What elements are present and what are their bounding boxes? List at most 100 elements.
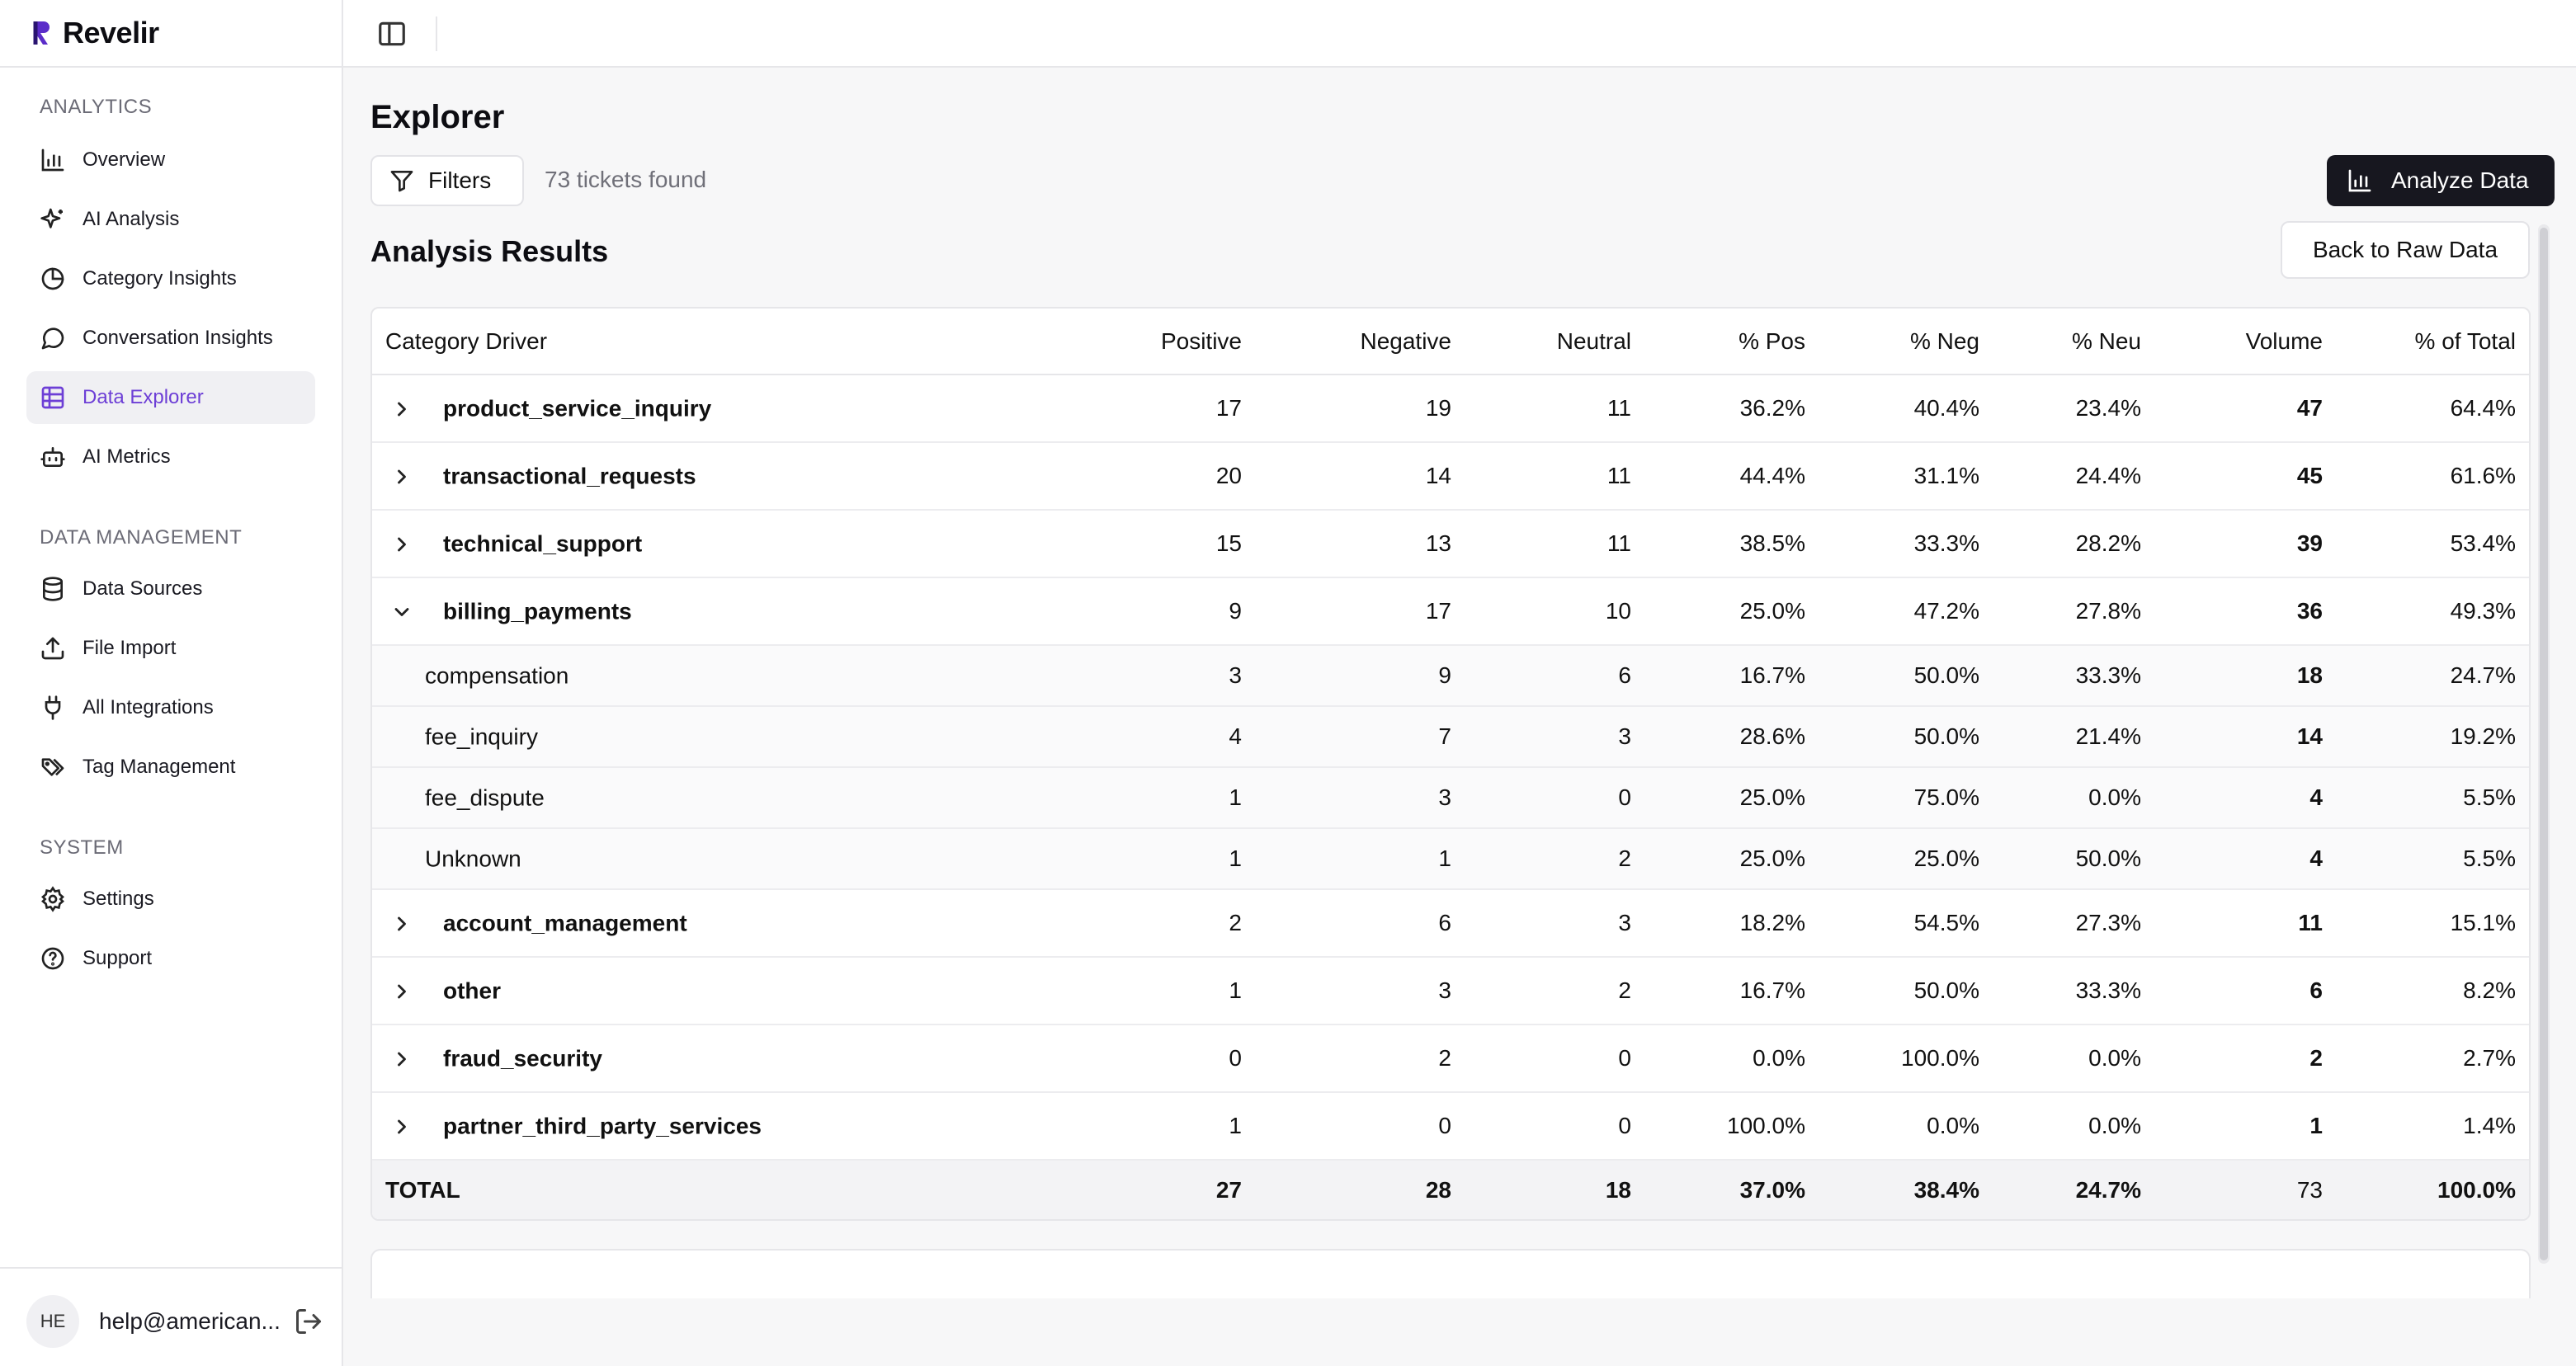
table-row[interactable]: billing_payments 9 17 10 25.0% 47.2% 27.8% 36 49… bbox=[372, 577, 2529, 646]
chevron-right-icon[interactable] bbox=[390, 1048, 413, 1071]
row-label: technical_support bbox=[443, 530, 643, 557]
table-cell: 25.0% bbox=[1644, 828, 1819, 890]
chevron-right-icon[interactable] bbox=[390, 980, 413, 1003]
table-cell: 11 bbox=[1465, 510, 1644, 578]
sidebar-item-data-sources[interactable]: Data Sources bbox=[26, 563, 315, 615]
sidebar-item-data-explorer[interactable]: Data Explorer bbox=[26, 371, 315, 424]
secondary-panel bbox=[370, 1249, 2531, 1298]
sidebar-item-label: Data Sources bbox=[83, 577, 203, 600]
sidebar-item-ai-analysis[interactable]: AI Analysis bbox=[26, 193, 315, 246]
filters-label: Filters bbox=[428, 167, 492, 193]
table-cell: 0.0% bbox=[1993, 767, 2154, 829]
results-table: Category Driver Positive Negative Neutra… bbox=[370, 307, 2531, 1221]
col-category-driver[interactable]: Category Driver bbox=[372, 309, 1082, 375]
chat-bubble-icon bbox=[41, 327, 64, 350]
user-email: help@american... bbox=[99, 1308, 281, 1334]
back-to-raw-data-button[interactable]: Back to Raw Data bbox=[2281, 221, 2530, 279]
col-negative[interactable]: Negative bbox=[1255, 309, 1465, 375]
table-cell: 18.2% bbox=[1644, 889, 1819, 958]
table-row[interactable]: technical_support 15 13 11 38.5% 33.3% 28.2% 39… bbox=[372, 510, 2529, 578]
sidebar-item-tag-management[interactable]: Tag Management bbox=[26, 741, 315, 794]
sidebar-item-conversation-insights[interactable]: Conversation Insights bbox=[26, 312, 315, 365]
total-label: TOTAL bbox=[372, 1160, 1082, 1219]
table-row[interactable]: product_service_inquiry 17 19 11 36.2% 40.4% 2… bbox=[372, 374, 2529, 443]
col-pct-neu[interactable]: % Neu bbox=[1993, 309, 2154, 375]
chevron-right-icon[interactable] bbox=[390, 533, 413, 556]
table-cell: 0 bbox=[1465, 1092, 1644, 1161]
col-pct-neg[interactable]: % Neg bbox=[1819, 309, 1993, 375]
table-cell: 21.4% bbox=[1993, 706, 2154, 768]
bar-chart-icon bbox=[2348, 169, 2371, 192]
scrollbar-thumb[interactable] bbox=[2540, 228, 2548, 1260]
table-cell: 25.0% bbox=[1644, 767, 1819, 829]
table-cell: 39 bbox=[2154, 510, 2336, 578]
col-volume[interactable]: Volume bbox=[2154, 309, 2336, 375]
sidebar-item-all-integrations[interactable]: All Integrations bbox=[26, 681, 315, 734]
row-label-cell: billing_payments bbox=[372, 577, 1082, 646]
bar-chart-icon bbox=[41, 148, 64, 172]
sidebar-item-label: Settings bbox=[83, 888, 154, 910]
table-cell: 50.0% bbox=[1819, 645, 1993, 707]
sidebar-item-label: Overview bbox=[83, 148, 166, 171]
sidebar-item-category-insights[interactable]: Category Insights bbox=[26, 252, 315, 305]
chevron-right-icon[interactable] bbox=[390, 398, 413, 421]
row-label: product_service_inquiry bbox=[443, 395, 712, 422]
col-pct-total[interactable]: % of Total bbox=[2336, 309, 2529, 375]
col-neutral[interactable]: Neutral bbox=[1465, 309, 1644, 375]
filter-icon bbox=[390, 171, 413, 192]
table-cell: 0.0% bbox=[1993, 1024, 2154, 1093]
table-cell: 1.4% bbox=[2336, 1092, 2529, 1161]
col-positive[interactable]: Positive bbox=[1082, 309, 1255, 375]
chevron-right-icon[interactable] bbox=[390, 1115, 413, 1138]
table-cell: 24.4% bbox=[1993, 442, 2154, 511]
chevron-right-icon[interactable] bbox=[390, 912, 413, 935]
row-label-cell: product_service_inquiry bbox=[372, 374, 1082, 443]
row-label-cell: fraud_security bbox=[372, 1024, 1082, 1093]
table-cell: 15.1% bbox=[2336, 889, 2529, 958]
table-cell: 25.0% bbox=[1819, 828, 1993, 890]
sidebar-toggle-icon[interactable] bbox=[376, 18, 408, 49]
table-cell: 24.7% bbox=[2336, 645, 2529, 707]
table-cell: 3 bbox=[1465, 889, 1644, 958]
table-cell: 11 bbox=[1465, 374, 1644, 443]
table-cell: 9 bbox=[1255, 645, 1465, 707]
filters-button[interactable]: Filters bbox=[370, 155, 524, 206]
table-row[interactable]: fraud_security 0 2 0 0.0% 100.0% 0.0% 2 2.7% bbox=[372, 1024, 2529, 1093]
table-cell: 6 bbox=[1255, 889, 1465, 958]
table-cell: 17 bbox=[1082, 374, 1255, 443]
sidebar-item-file-import[interactable]: File Import bbox=[26, 622, 315, 675]
row-label-cell: fee_inquiry bbox=[372, 706, 1082, 768]
table-cell: 47 bbox=[2154, 374, 2336, 443]
table-row[interactable]: partner_third_party_services 1 0 0 100.0% 0.0… bbox=[372, 1092, 2529, 1161]
logout-icon[interactable] bbox=[294, 1307, 323, 1336]
sidebar-item-label: Conversation Insights bbox=[83, 327, 273, 349]
sidebar-item-support[interactable]: Support bbox=[26, 932, 315, 985]
table-cell: 2 bbox=[1465, 828, 1644, 890]
analyze-data-button[interactable]: Analyze Data bbox=[2327, 155, 2555, 206]
row-label: compensation bbox=[425, 662, 569, 689]
sidebar-item-ai-metrics[interactable]: AI Metrics bbox=[26, 431, 315, 483]
table-cell: 61.6% bbox=[2336, 442, 2529, 511]
avatar[interactable]: HE bbox=[26, 1295, 79, 1348]
table-cell: 5.5% bbox=[2336, 767, 2529, 829]
table-cell: 3 bbox=[1255, 957, 1465, 1025]
chevron-down-icon[interactable] bbox=[390, 601, 413, 624]
chevron-right-icon[interactable] bbox=[390, 465, 413, 488]
sidebar-item-overview[interactable]: Overview bbox=[26, 134, 315, 186]
sidebar-item-label: Data Explorer bbox=[83, 386, 204, 408]
table-row[interactable]: transactional_requests 20 14 11 44.4% 31.1% 24… bbox=[372, 442, 2529, 511]
table-row[interactable]: account_management 2 6 3 18.2% 54.5% 27.3% 11 15… bbox=[372, 889, 2529, 958]
table-cell: 18 bbox=[2154, 645, 2336, 707]
table-subrow: fee_dispute 1 3 0 25.0% 75.0% 0.0% 4 5.5% bbox=[372, 767, 2529, 829]
table-cell: 49.3% bbox=[2336, 577, 2529, 646]
table-cell: 9 bbox=[1082, 577, 1255, 646]
col-pct-pos[interactable]: % Pos bbox=[1644, 309, 1819, 375]
table-row[interactable]: other 1 3 2 16.7% 50.0% 33.3% 6 8.2% bbox=[372, 957, 2529, 1025]
table-cell: 14 bbox=[1255, 442, 1465, 511]
table-cell: 40.4% bbox=[1819, 374, 1993, 443]
row-label-cell: Unknown bbox=[372, 828, 1082, 890]
brand[interactable]: Revelir bbox=[33, 16, 159, 49]
table-cell: 53.4% bbox=[2336, 510, 2529, 578]
sidebar-item-settings[interactable]: Settings bbox=[26, 873, 315, 926]
table-cell: 33.3% bbox=[1819, 510, 1993, 578]
